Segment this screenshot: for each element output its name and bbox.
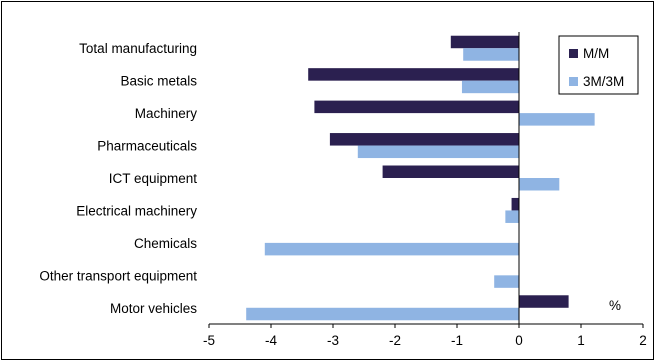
bar-3m3m-3: [357, 145, 519, 159]
category-label: Total manufacturing: [79, 41, 197, 56]
x-tick-label: 2: [639, 333, 647, 348]
bar-mm-2: [314, 100, 519, 114]
bar-mm-1: [308, 68, 519, 81]
category-label: ICT equipment: [109, 171, 198, 186]
category-label: Pharmaceuticals: [97, 139, 197, 154]
legend-label-mm: M/M: [583, 46, 609, 61]
bar-mm-8: [519, 295, 569, 308]
category-label: Electrical machinery: [76, 203, 197, 218]
bar-3m3m-2: [519, 113, 595, 126]
legend-label-3m: 3M/3M: [583, 74, 624, 89]
bar-mm-5: [511, 197, 519, 211]
category-label: Machinery: [135, 106, 198, 121]
bars-layer: [246, 35, 595, 321]
unit-label: %: [609, 298, 621, 313]
bar-3m3m-1: [461, 80, 519, 94]
legend-swatch-3m: [569, 77, 578, 86]
x-tick-label: 0: [515, 333, 523, 348]
category-label: Basic metals: [120, 74, 197, 89]
bar-3m3m-5: [505, 210, 519, 223]
category-labels: Total manufacturing Basic metals Machinery…: [39, 41, 197, 316]
x-tick-label: -1: [451, 333, 463, 348]
x-tick-label: -4: [265, 333, 277, 348]
x-tick-label: 1: [577, 333, 585, 348]
x-tick-label: -3: [327, 333, 339, 348]
x-axis: -5 -4 -3 -2 -1 0 1 2: [203, 32, 647, 348]
legend: M/M 3M/3M: [558, 35, 639, 95]
bar-3m3m-7: [494, 275, 519, 288]
bar-3m3m-8: [246, 307, 519, 321]
bar-mm-4: [382, 165, 519, 178]
category-label: Other transport equipment: [39, 268, 197, 283]
bar-3m3m-0: [463, 48, 519, 61]
legend-swatch-mm: [569, 49, 578, 58]
bar-mm-0: [450, 35, 519, 49]
bar-3m3m-6: [264, 242, 519, 256]
bar-3m3m-4: [519, 178, 560, 191]
x-tick-label: -5: [203, 333, 215, 348]
x-tick-label: -2: [389, 333, 401, 348]
bar-mm-3: [329, 133, 519, 146]
category-label: Motor vehicles: [110, 301, 197, 316]
category-label: Chemicals: [134, 236, 197, 251]
